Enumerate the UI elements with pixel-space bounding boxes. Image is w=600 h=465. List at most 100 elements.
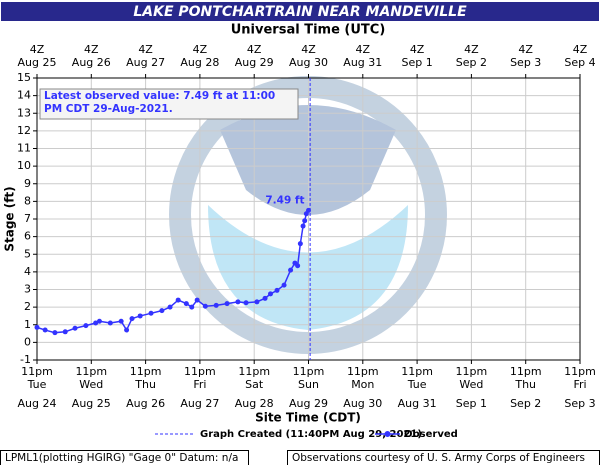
legend-label: Observed (404, 429, 458, 440)
x-tick-label: 11pm (456, 365, 488, 378)
y-tick-label: 12 (17, 124, 31, 137)
data-point (96, 318, 102, 324)
x2-tick-date: Aug 30 (289, 56, 328, 69)
y-tick-label: 4 (24, 265, 31, 278)
x-tick-label: 11pm (293, 365, 325, 378)
x-tick-day: Wed (459, 378, 483, 391)
x-tick-label: 11pm (564, 365, 596, 378)
x2-tick-label: 4Z (247, 43, 262, 56)
x-tick-date: Sep 2 (510, 397, 541, 410)
data-point (306, 207, 311, 213)
data-point (194, 297, 200, 303)
x2-tick-label: 4Z (356, 43, 371, 56)
x2-tick-date: Aug 28 (180, 56, 219, 69)
x2-tick-label: 4Z (464, 43, 479, 56)
x2-tick-label: 4Z (193, 43, 208, 56)
y-axis-title: Stage (ft) (3, 186, 17, 251)
data-point (83, 323, 89, 329)
x-tick-day: Sat (245, 378, 264, 391)
x-tick-day: Sun (298, 378, 319, 391)
y-tick-label: 3 (24, 283, 31, 296)
x-tick-day: Fri (573, 378, 586, 391)
x-tick-day: Fri (193, 378, 206, 391)
x2-tick-label: 4Z (518, 43, 533, 56)
x2-tick-label: 4Z (301, 43, 316, 56)
x2-tick-date: Sep 4 (564, 56, 595, 69)
x2-tick-label: 4Z (138, 43, 153, 56)
data-point (107, 320, 113, 326)
data-point (72, 325, 78, 331)
data-point (262, 295, 268, 301)
data-point (118, 318, 124, 324)
data-point (281, 282, 287, 288)
legend-created: Graph Created (11:40PM Aug 29, 2021) (200, 429, 422, 440)
data-point (124, 327, 130, 333)
data-point (295, 263, 301, 269)
x2-tick-date: Sep 2 (456, 56, 487, 69)
data-point (137, 313, 143, 319)
data-point (167, 304, 173, 310)
latest-label: 7.49 ft (265, 194, 304, 206)
x-tick-day: Tue (27, 378, 47, 391)
y-tick-label: 9 (24, 177, 31, 190)
latest-box (39, 88, 299, 120)
legend-marker (384, 431, 391, 437)
y-tick-label: 1 (24, 318, 31, 331)
title-bar (1, 2, 599, 21)
data-point (302, 218, 308, 224)
data-point (288, 267, 294, 273)
x2-tick-label: 4Z (84, 43, 99, 56)
x-tick-date: Sep 3 (564, 397, 595, 410)
y-tick-label: 0 (24, 335, 31, 348)
x-tick-label: 11pm (347, 365, 379, 378)
data-point (202, 303, 208, 309)
x-tick-label: 11pm (238, 365, 270, 378)
data-point (274, 287, 280, 293)
x-tick-date: Sep 1 (456, 397, 487, 410)
x-tick-date: Aug 25 (72, 397, 111, 410)
data-point (183, 301, 189, 307)
footer-right: Observations courtesy of U. S. Army Corp… (292, 452, 585, 464)
data-point (159, 308, 165, 314)
data-point (254, 299, 260, 305)
y-tick-label: 2 (24, 300, 31, 313)
y-tick-label: 6 (24, 230, 31, 243)
x2-tick-label: 4Z (410, 43, 425, 56)
x-tick-label: 11pm (21, 365, 53, 378)
data-point (93, 320, 99, 326)
chart-title: LAKE PONTCHARTRAIN NEAR MANDEVILLE (133, 4, 467, 20)
x-tick-date: Aug 31 (398, 397, 437, 410)
y-tick-label: 10 (17, 159, 31, 172)
x-tick-day: Mon (351, 378, 374, 391)
x-tick-date: Aug 30 (343, 397, 382, 410)
y-tick-label: -1 (20, 353, 31, 366)
x-tick-day: Thu (514, 378, 536, 391)
data-point (189, 304, 195, 310)
x-tick-day: Thu (134, 378, 156, 391)
data-point (34, 324, 40, 330)
top-axis-title: Universal Time (UTC) (231, 23, 386, 38)
footer-left-box (0, 450, 249, 465)
x2-tick-date: Aug 25 (18, 56, 57, 69)
data-point (267, 291, 273, 297)
data-point (129, 316, 135, 322)
data-point (213, 302, 219, 308)
data-point (235, 299, 241, 305)
latest-note: Latest observed value: 7.49 ft at 11:00 … (44, 90, 276, 115)
data-point (52, 330, 58, 336)
x2-tick-date: Aug 29 (235, 56, 274, 69)
x-tick-label: 11pm (184, 365, 216, 378)
x-axis-title: Site Time (CDT) (255, 411, 361, 425)
x2-tick-date: Aug 27 (126, 56, 165, 69)
y-tick-label: 5 (24, 247, 31, 260)
y-tick-label: 13 (17, 106, 31, 119)
x-tick-day: Wed (79, 378, 103, 391)
x-tick-date: Aug 28 (235, 397, 274, 410)
x-tick-label: 11pm (130, 365, 162, 378)
x2-tick-date: Aug 26 (72, 56, 111, 69)
latest-note-wrap: Latest observed value: 7.49 ft at 11:00 … (44, 90, 276, 115)
x2-tick-date: Sep 3 (510, 56, 541, 69)
x-tick-date: Aug 24 (18, 397, 57, 410)
